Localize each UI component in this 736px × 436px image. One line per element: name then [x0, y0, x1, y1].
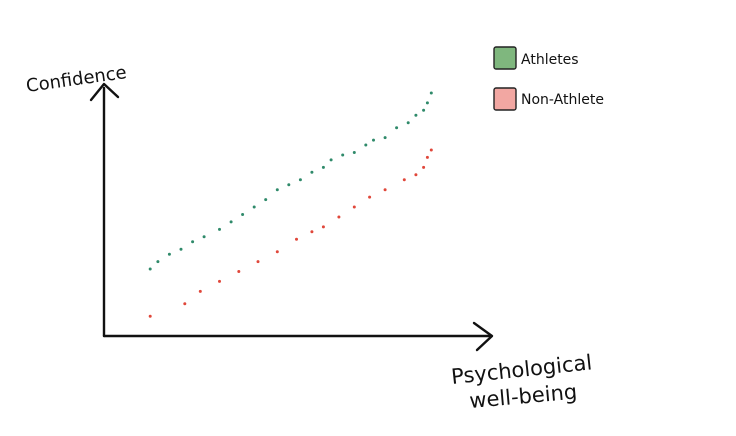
data-point-non-athlete — [218, 279, 221, 283]
data-point-non-athlete — [183, 302, 187, 306]
data-point-non-athlete — [198, 289, 202, 293]
data-point-athletes — [218, 227, 221, 231]
data-point-athletes — [395, 126, 399, 130]
data-point-athletes — [406, 121, 410, 125]
data-point-athletes — [252, 205, 256, 209]
data-points — [148, 91, 433, 318]
data-point-athletes — [229, 220, 233, 224]
y-axis-arrowhead — [89, 82, 120, 102]
data-point-non-athlete — [337, 215, 341, 219]
data-point-non-athlete — [148, 314, 152, 318]
data-point-athletes — [414, 113, 418, 117]
data-point-non-athlete — [425, 155, 429, 159]
data-point-athletes — [310, 170, 314, 174]
data-point-non-athlete — [414, 173, 418, 177]
data-point-non-athlete — [383, 188, 387, 192]
data-point-athletes — [156, 260, 160, 264]
data-point-non-athlete — [352, 205, 356, 209]
y-axis — [89, 82, 120, 338]
legend-item-athletes: Athletes — [493, 46, 579, 70]
data-point-athletes — [167, 252, 171, 256]
data-point-non-athlete — [237, 270, 241, 273]
data-point-athletes — [383, 136, 387, 140]
data-point-athletes — [275, 188, 279, 192]
data-point-non-athlete — [275, 250, 279, 254]
data-point-athletes — [329, 158, 333, 162]
data-point-athletes — [425, 101, 429, 105]
data-point-athletes — [364, 143, 368, 147]
data-point-athletes — [264, 198, 268, 202]
legend-item-non-athlete: Non-Athlete — [493, 87, 604, 111]
legend: Athletes Non-Athlete — [493, 46, 604, 111]
data-point-non-athlete — [429, 148, 433, 152]
legend-label-athletes: Athletes — [521, 52, 579, 68]
legend-label-non-athlete: Non-Athlete — [521, 92, 604, 108]
data-point-athletes — [191, 240, 195, 244]
data-point-non-athlete — [295, 237, 298, 241]
data-point-athletes — [179, 247, 183, 251]
data-point-athletes — [341, 153, 345, 157]
legend-swatch-non-athlete — [493, 87, 517, 111]
x-axis-arrowhead — [472, 321, 494, 352]
data-point-non-athlete — [321, 225, 325, 229]
data-point-non-athlete — [422, 165, 426, 169]
data-point-athletes — [241, 213, 245, 216]
data-point-athletes — [298, 178, 302, 182]
data-point-non-athlete — [256, 260, 260, 264]
data-point-athletes — [372, 138, 375, 142]
data-point-athletes — [352, 151, 356, 154]
data-point-athletes — [422, 108, 426, 112]
data-point-athletes — [429, 91, 433, 95]
data-point-non-athlete — [368, 195, 372, 199]
x-axis — [102, 321, 494, 352]
legend-swatch-athletes — [493, 46, 517, 70]
data-point-athletes — [321, 165, 325, 169]
data-point-non-athlete — [310, 230, 314, 234]
data-point-non-athlete — [402, 178, 406, 182]
data-point-athletes — [287, 183, 291, 187]
data-point-athletes — [202, 235, 206, 239]
data-point-athletes — [148, 267, 152, 271]
